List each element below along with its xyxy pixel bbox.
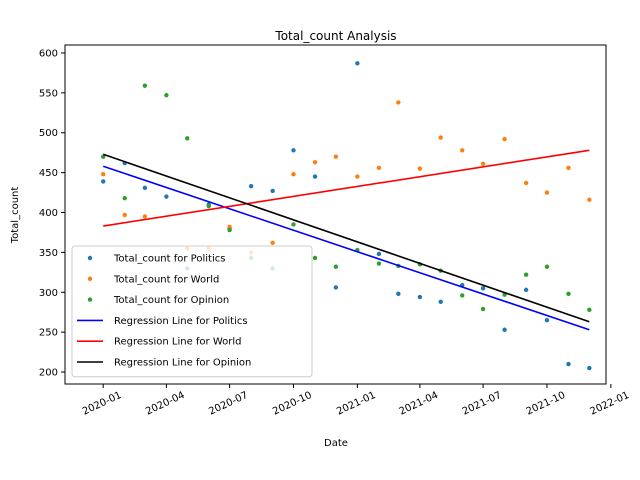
y-tick-label: 200	[39, 368, 58, 379]
y-tick-label: 300	[39, 288, 58, 299]
plot-frame	[64, 44, 607, 385]
legend-label: Regression Line for Politics	[114, 316, 248, 327]
legend-label: Total_count for Politics	[113, 254, 225, 265]
point-total-count-for-world-2	[142, 214, 148, 219]
regression-line-for-opinion	[102, 153, 590, 323]
legend-marker	[87, 297, 93, 302]
y-tick-label: 550	[39, 88, 58, 99]
y-axis-label: Total_count	[10, 187, 21, 245]
point-total-count-for-politics-9	[291, 148, 296, 153]
y-tick-label: 500	[39, 128, 58, 139]
regression-lines	[102, 149, 590, 331]
point-total-count-for-opinion-4	[185, 136, 190, 141]
y-tick-label: 350	[39, 248, 58, 259]
point-total-count-for-world-17	[460, 148, 465, 153]
point-total-count-for-politics-19	[502, 327, 507, 332]
point-total-count-for-world-23	[587, 197, 592, 202]
point-total-count-for-opinion-1	[122, 195, 127, 201]
point-total-count-for-world-22	[566, 165, 571, 171]
legend-marker	[87, 276, 93, 281]
point-total-count-for-opinion-3	[164, 93, 169, 98]
y-tick-label: 450	[39, 168, 58, 179]
point-total-count-for-politics-15	[417, 294, 423, 300]
point-total-count-for-world-0	[100, 172, 106, 177]
point-total-count-for-world-20	[523, 180, 529, 186]
point-total-count-for-world-11	[333, 154, 339, 159]
legend-label: Regression Line for World	[114, 337, 241, 348]
legend: Total_count for Politics Total_count for …	[71, 245, 313, 378]
point-total-count-for-world-8	[270, 240, 275, 246]
point-total-count-for-opinion-23	[587, 307, 592, 313]
point-total-count-for-world-14	[396, 100, 401, 105]
point-total-count-for-world-19	[502, 136, 507, 142]
point-total-count-for-opinion-20	[523, 272, 529, 277]
point-total-count-for-world-12	[355, 174, 360, 179]
data-points	[100, 61, 592, 371]
regression-line-for-politics	[102, 165, 590, 331]
chart-title: Total_count Analysis	[274, 29, 396, 43]
point-total-count-for-politics-7	[248, 183, 254, 189]
legend-label: Total_count for World	[113, 274, 219, 285]
point-total-count-for-world-15	[417, 166, 423, 171]
point-total-count-for-politics-3	[164, 194, 169, 199]
point-total-count-for-politics-18	[480, 286, 486, 291]
point-total-count-for-world-13	[376, 165, 382, 171]
point-total-count-for-politics-0	[100, 179, 106, 184]
legend-marker	[87, 255, 93, 261]
point-total-count-for-opinion-13	[376, 261, 382, 266]
regression-line-for-world	[103, 149, 590, 227]
point-total-count-for-politics-22	[566, 361, 571, 367]
point-total-count-for-opinion-0	[100, 154, 106, 159]
point-total-count-for-opinion-10	[312, 255, 318, 261]
x-axis-label: Date	[324, 438, 348, 449]
point-total-count-for-opinion-21	[544, 264, 550, 269]
point-total-count-for-politics-10	[312, 174, 318, 179]
legend-label: Regression Line for Opinion	[114, 358, 251, 369]
point-total-count-for-world-10	[312, 160, 318, 165]
point-total-count-for-opinion-17	[460, 293, 465, 298]
y-tick-label: 600	[39, 48, 58, 59]
point-total-count-for-politics-8	[270, 188, 275, 194]
point-total-count-for-opinion-9	[291, 222, 296, 227]
y-tick-label: 250	[39, 328, 58, 339]
point-total-count-for-politics-2	[142, 185, 148, 190]
point-total-count-for-opinion-22	[566, 291, 571, 297]
legend-box	[71, 245, 313, 378]
point-total-count-for-world-6	[227, 224, 232, 230]
point-total-count-for-world-18	[480, 161, 486, 167]
point-total-count-for-politics-14	[396, 291, 401, 297]
point-total-count-for-opinion-6	[227, 227, 232, 233]
legend-label: Total_count for Opinion	[113, 295, 229, 306]
point-total-count-for-opinion-11	[333, 264, 339, 269]
point-total-count-for-world-9	[291, 172, 296, 177]
point-total-count-for-politics-11	[333, 285, 339, 290]
point-total-count-for-politics-23	[587, 365, 592, 371]
point-total-count-for-politics-13	[376, 251, 382, 257]
point-total-count-for-politics-20	[523, 287, 529, 293]
point-total-count-for-world-21	[544, 190, 550, 195]
point-total-count-for-politics-12	[355, 61, 360, 66]
point-total-count-for-opinion-18	[480, 306, 486, 312]
point-total-count-for-opinion-2	[142, 83, 148, 88]
point-total-count-for-world-16	[438, 135, 443, 140]
y-axis: 200 250 300 350 400 450 500 550 600	[39, 48, 65, 379]
point-total-count-for-world-1	[122, 212, 127, 218]
point-total-count-for-politics-16	[438, 299, 443, 305]
point-total-count-for-politics-21	[544, 317, 550, 323]
y-tick-label: 400	[39, 208, 58, 219]
point-total-count-for-opinion-5	[206, 203, 211, 209]
